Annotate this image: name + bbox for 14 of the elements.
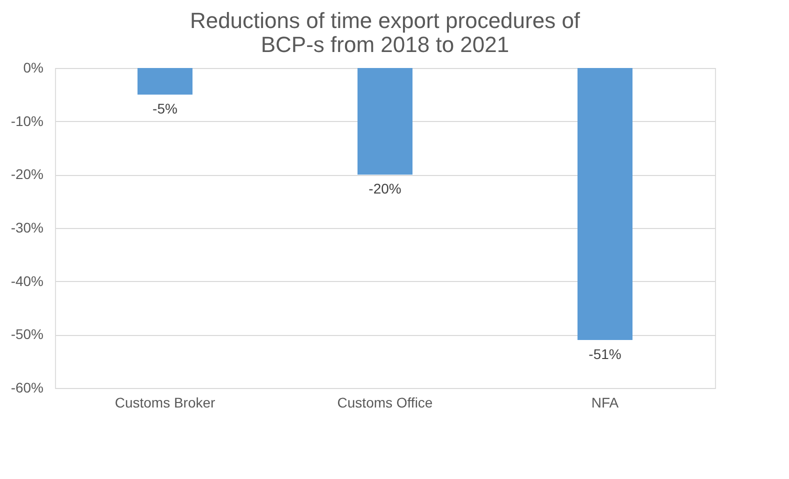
data-label: -5% bbox=[152, 100, 178, 117]
y-tick-label: -50% bbox=[10, 326, 44, 342]
data-label: -20% bbox=[368, 180, 402, 197]
y-tick-label: -10% bbox=[10, 112, 44, 129]
x-tick-label: NFA bbox=[591, 394, 620, 410]
x-tick-label: Customs Office bbox=[337, 394, 433, 410]
y-tick-label: -30% bbox=[10, 220, 44, 236]
y-tick-label: -40% bbox=[10, 272, 44, 289]
y-tick-label: -60% bbox=[10, 380, 44, 396]
x-tick-label: Customs Broker bbox=[114, 394, 216, 410]
data-label: -51% bbox=[588, 346, 622, 362]
y-tick-label: 0% bbox=[23, 60, 44, 76]
chart-title: Reductions of time export procedures of BCP-s from 2018 to 2021 bbox=[190, 8, 581, 57]
y-tick-label: -20% bbox=[10, 166, 44, 182]
